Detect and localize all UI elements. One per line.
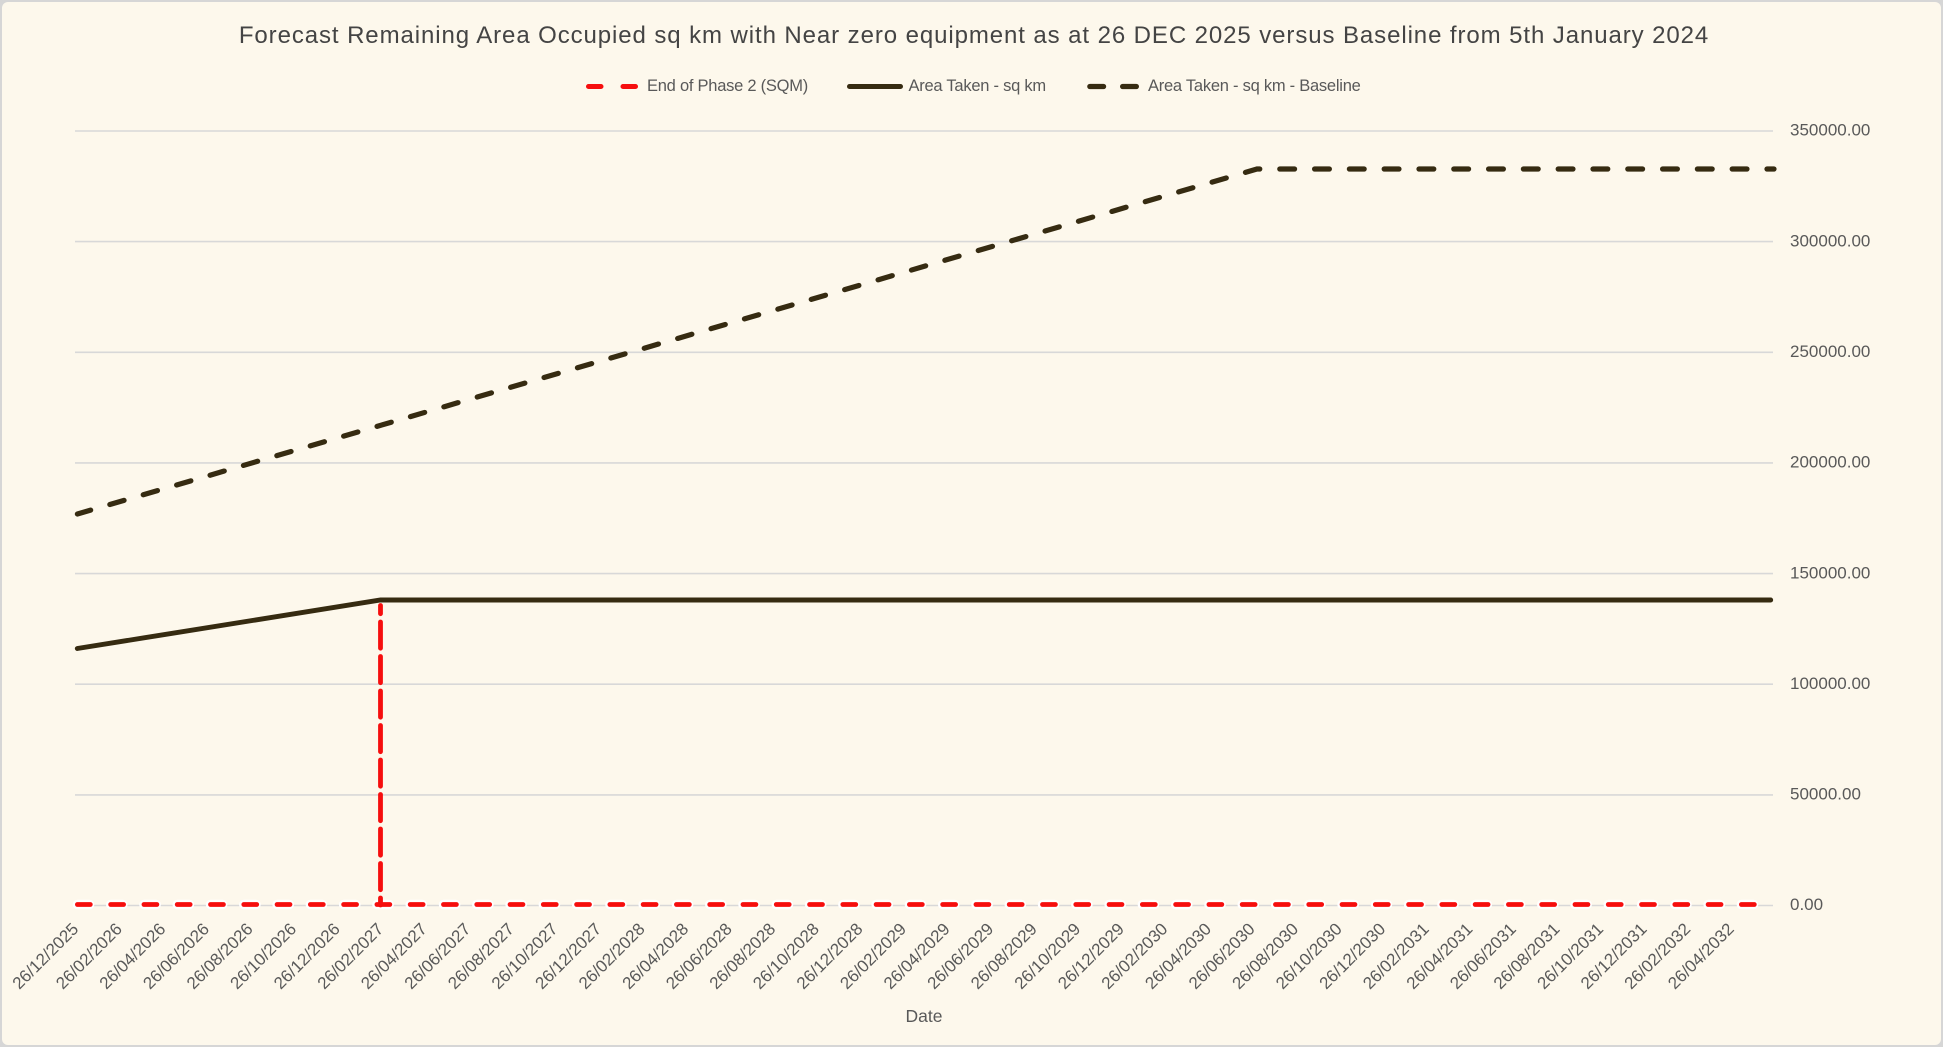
svg-text:Area Taken - sq km - Baseline: Area Taken - sq km - Baseline	[1148, 77, 1361, 95]
svg-text:Date: Date	[906, 1006, 943, 1026]
svg-text:350000.00: 350000.00	[1790, 121, 1870, 140]
svg-text:200000.00: 200000.00	[1790, 453, 1870, 472]
svg-text:0.00: 0.00	[1790, 895, 1823, 914]
svg-text:250000.00: 250000.00	[1790, 342, 1870, 361]
svg-text:Area Taken - sq km: Area Taken - sq km	[909, 77, 1046, 95]
svg-text:300000.00: 300000.00	[1790, 231, 1870, 250]
svg-text:End of Phase 2 (SQM): End of Phase 2 (SQM)	[647, 77, 808, 95]
svg-text:100000.00: 100000.00	[1790, 674, 1870, 693]
svg-text:50000.00: 50000.00	[1790, 785, 1861, 804]
svg-text:150000.00: 150000.00	[1790, 563, 1870, 582]
svg-text:Forecast Remaining Area Occupi: Forecast Remaining Area Occupied sq km w…	[239, 22, 1709, 49]
